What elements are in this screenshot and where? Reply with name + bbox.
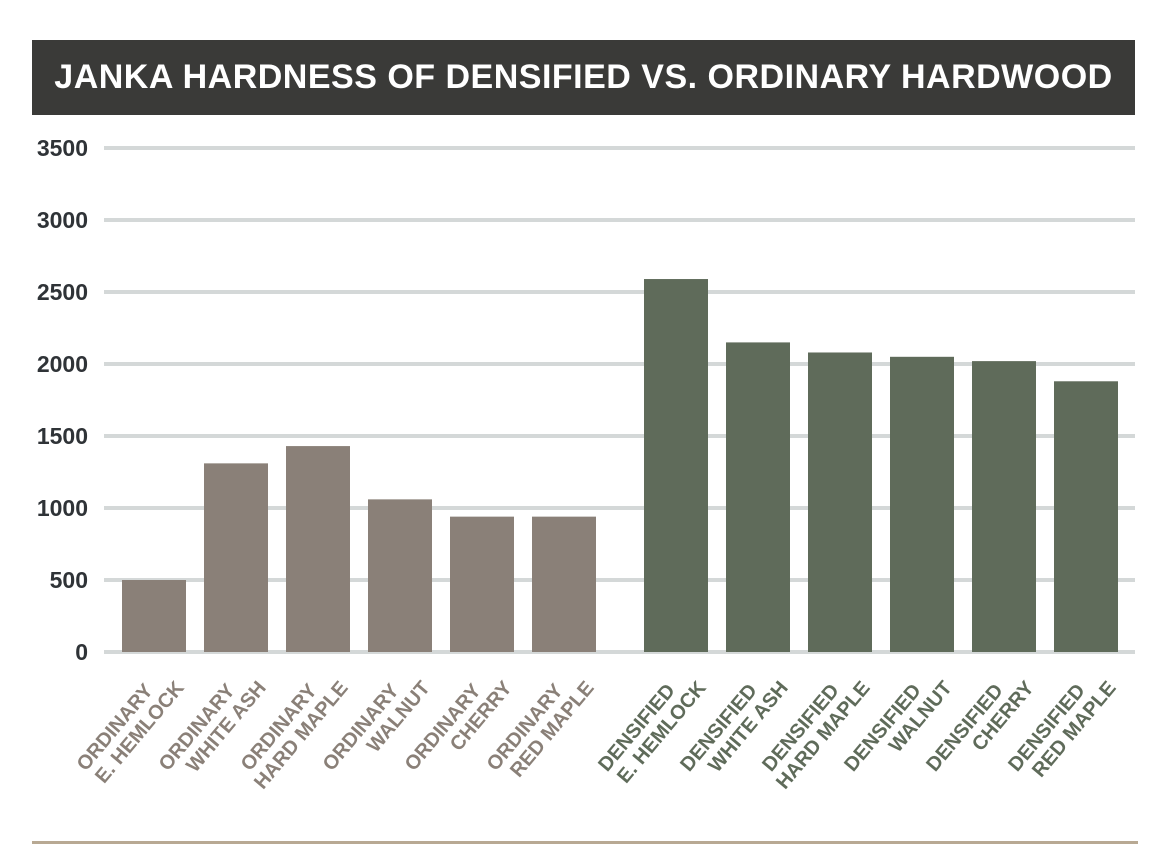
y-axis-ticks: 3500 3000 2500 2000 1500 1000 500 0	[37, 135, 88, 665]
y-tick-label: 2000	[37, 351, 88, 377]
bar-densified-8	[808, 352, 872, 652]
y-tick-label: 1000	[37, 495, 88, 521]
bar-ordinary-3	[368, 499, 432, 652]
bar-ordinary-2	[286, 446, 350, 652]
bar-densified-9	[890, 356, 954, 652]
bar-densified-11	[1054, 381, 1118, 652]
bottom-divider	[32, 841, 1138, 844]
bar-ordinary-0	[122, 580, 186, 652]
y-tick-label: 0	[75, 639, 88, 665]
chart-title: JANKA HARDNESS OF DENSIFIED VS. ORDINARY…	[32, 40, 1135, 115]
y-tick-label: 3500	[37, 135, 88, 161]
y-tick-label: 3000	[37, 207, 88, 233]
bar-ordinary-5	[532, 516, 596, 652]
y-tick-label: 2500	[37, 279, 88, 305]
bar-ordinary-4	[450, 516, 514, 652]
grid-lines	[104, 146, 1135, 654]
bar-ordinary-1	[204, 463, 268, 652]
bars	[122, 279, 1118, 652]
y-tick-label: 1500	[37, 423, 88, 449]
bar-densified-10	[972, 361, 1036, 652]
bar-densified-6	[644, 279, 708, 652]
y-tick-label: 500	[50, 567, 88, 593]
bar-densified-7	[726, 342, 790, 652]
